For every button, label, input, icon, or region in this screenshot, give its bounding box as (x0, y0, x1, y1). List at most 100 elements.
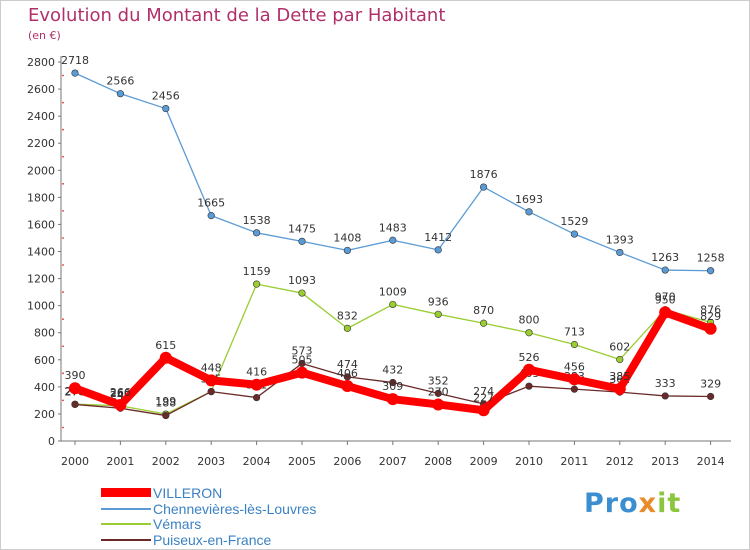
y-minor-dot (62, 182, 64, 185)
y-tick-label: 2400 (27, 110, 55, 123)
data-point (296, 366, 308, 379)
data-label: 1393 (606, 233, 634, 246)
x-tick-label: 2014 (697, 455, 725, 468)
y-tick-label: 1400 (27, 246, 55, 259)
x-tick-label: 2013 (651, 455, 679, 468)
data-point (704, 322, 717, 335)
data-point (434, 310, 442, 318)
y-minor-dot (62, 264, 64, 266)
data-label: 266 (110, 386, 131, 399)
data-label: 416 (246, 366, 267, 379)
data-label: 352 (428, 374, 449, 387)
y-tick-label: 1000 (27, 300, 55, 313)
data-label: 333 (655, 377, 676, 390)
legend-label: Chennevières-lès-Louvres (153, 500, 317, 517)
x-tick-label: 2010 (515, 455, 543, 468)
data-point (159, 351, 172, 364)
y-tick-label: 1200 (27, 273, 55, 286)
data-point (253, 280, 261, 288)
data-label: 1412 (424, 231, 452, 244)
data-point (434, 246, 442, 254)
y-minor-dot (62, 291, 64, 294)
data-point (207, 387, 215, 396)
data-label: 713 (564, 325, 585, 338)
data-point (114, 398, 127, 411)
y-minor-dot (62, 237, 64, 239)
data-label: 329 (700, 377, 721, 390)
y-minor-dot (62, 345, 64, 348)
chart-title: Evolution du Montant de la Dette par Hab… (28, 5, 446, 26)
y-tick-label: 200 (34, 408, 55, 421)
legend-swatch (101, 523, 151, 525)
data-point (343, 246, 352, 255)
data-point (525, 208, 533, 216)
x-tick-label: 2006 (333, 455, 361, 468)
data-label: 1693 (515, 193, 543, 206)
legend-swatch (101, 507, 151, 510)
y-tick-label: 800 (34, 327, 55, 340)
y-tick-label: 2600 (27, 83, 55, 96)
x-tick-label: 2011 (560, 455, 588, 468)
y-minor-dot (62, 128, 64, 131)
data-label: 274 (473, 385, 494, 398)
data-point (250, 378, 263, 391)
data-point (386, 393, 399, 406)
data-label: 309 (382, 380, 403, 393)
data-point (616, 248, 624, 257)
data-point (69, 382, 81, 395)
x-tick-label: 2002 (152, 455, 180, 468)
data-label: 870 (473, 304, 494, 317)
y-minor-dot (62, 318, 64, 321)
data-label: 474 (337, 358, 358, 371)
data-point (568, 373, 581, 386)
data-point (298, 289, 306, 297)
data-point (162, 104, 170, 113)
x-tick-label: 2001 (106, 455, 134, 468)
legend-label: VILLERON (153, 485, 223, 501)
data-point (480, 319, 488, 327)
data-label: 970 (655, 291, 676, 304)
data-label: 1665 (197, 197, 225, 210)
x-tick-label: 2012 (606, 455, 634, 468)
y-tick-label: 2200 (27, 137, 55, 150)
data-point (706, 267, 715, 275)
x-tick-label: 2007 (379, 455, 407, 468)
data-label: 832 (337, 309, 358, 322)
data-label: 2456 (152, 90, 180, 103)
data-point (659, 306, 672, 319)
y-tick-label: 2800 (27, 56, 55, 69)
data-point (480, 183, 488, 191)
data-label: 448 (201, 361, 222, 374)
data-label: 1258 (697, 252, 725, 265)
data-point (341, 380, 354, 393)
data-label: 1263 (651, 251, 679, 264)
data-label: 829 (700, 310, 721, 323)
data-label: 227 (473, 391, 494, 404)
y-minor-dot (62, 372, 64, 375)
y-tick-label: 600 (34, 354, 55, 367)
x-tick-label: 2009 (470, 455, 498, 468)
data-point (613, 382, 626, 395)
data-point (343, 324, 352, 332)
data-point (706, 392, 715, 401)
data-point (661, 266, 669, 274)
data-label: 1159 (243, 265, 271, 278)
y-minor-dot (62, 209, 64, 212)
data-label: 876 (700, 303, 721, 316)
y-minor-dot (62, 399, 64, 402)
x-tick-label: 2003 (197, 455, 225, 468)
data-point (116, 90, 124, 98)
data-label: 432 (382, 364, 403, 377)
data-label: 1475 (288, 222, 316, 235)
x-tick-label: 2008 (424, 455, 452, 468)
data-point (616, 355, 624, 364)
data-point (298, 237, 306, 245)
data-point (570, 340, 579, 349)
proxiti-logo: Proxit (584, 488, 682, 519)
data-label: 505 (292, 354, 313, 367)
data-label: 526 (519, 351, 540, 364)
x-tick-label: 2000 (61, 455, 89, 468)
data-point (432, 398, 445, 411)
